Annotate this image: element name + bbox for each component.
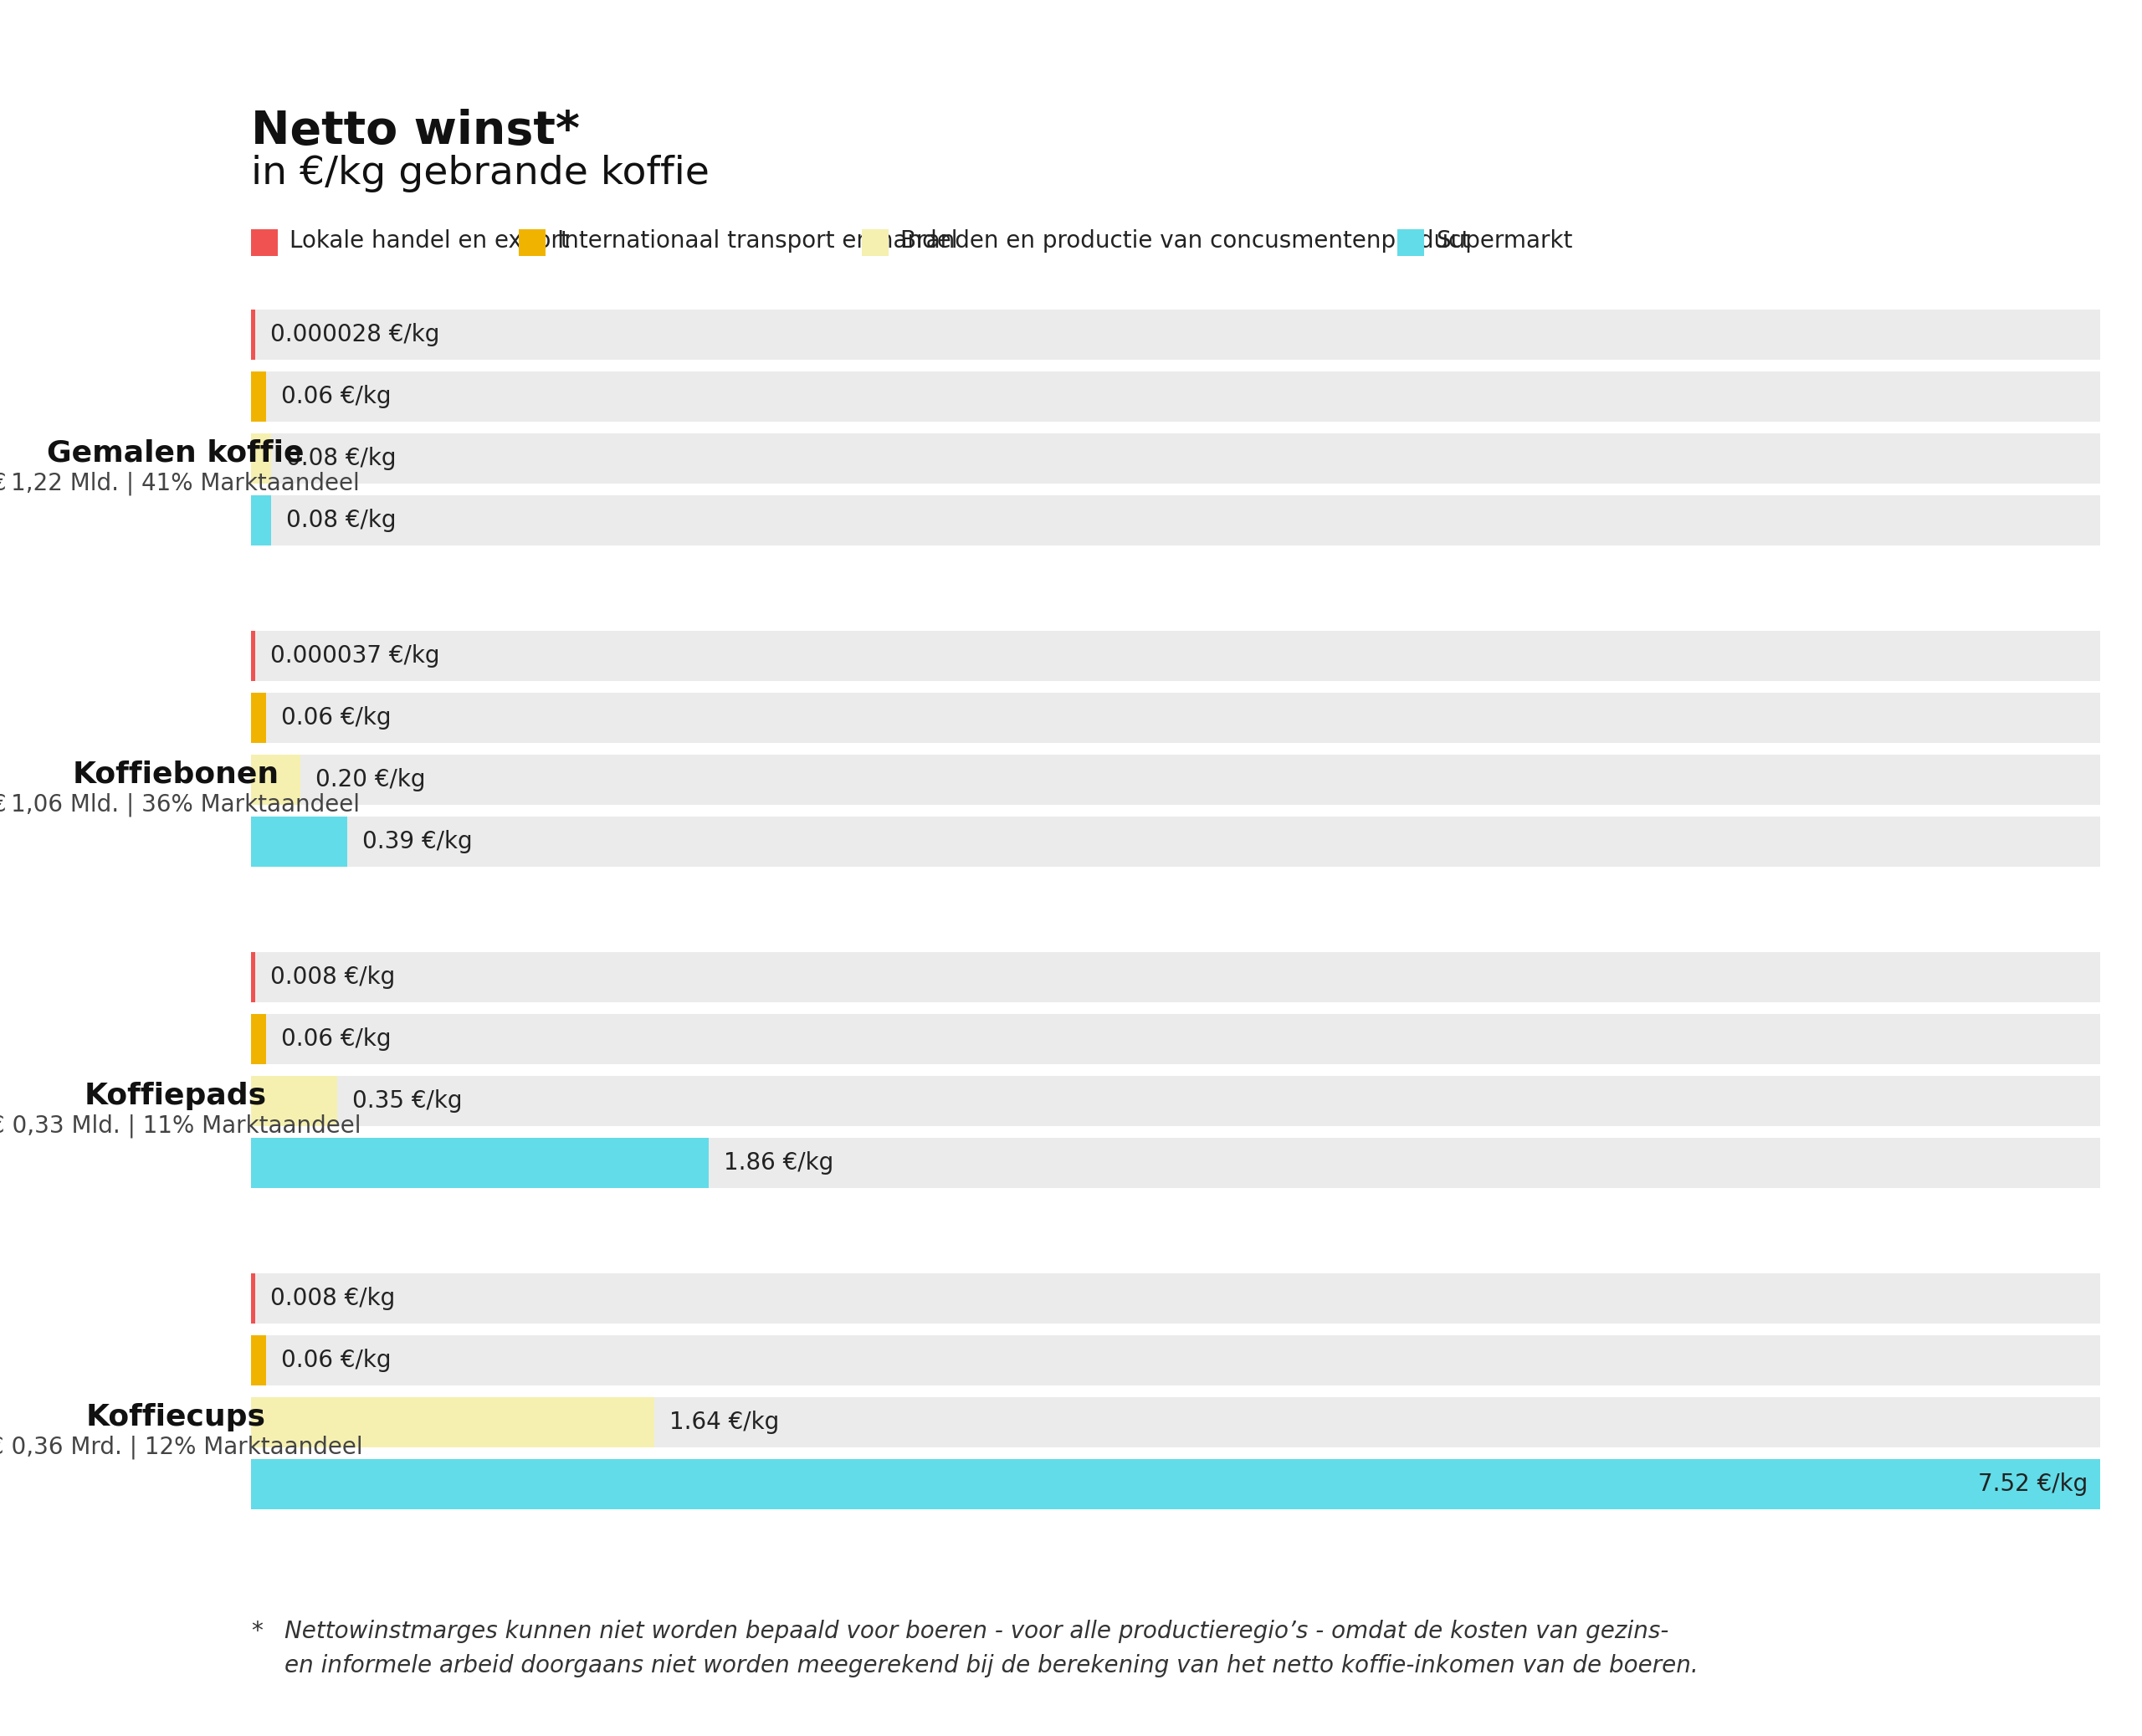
FancyBboxPatch shape [251,951,255,1002]
Text: 0.06 €/kg: 0.06 €/kg [281,1028,390,1050]
FancyBboxPatch shape [251,630,255,681]
FancyBboxPatch shape [251,1137,709,1187]
FancyBboxPatch shape [251,495,270,545]
Text: Internationaal transport en handel: Internationaal transport en handel [557,229,957,253]
FancyBboxPatch shape [251,755,2099,806]
FancyBboxPatch shape [251,693,2099,743]
FancyBboxPatch shape [251,755,300,806]
Text: 0.06 €/kg: 0.06 €/kg [281,707,390,729]
FancyBboxPatch shape [251,1397,653,1448]
FancyBboxPatch shape [251,372,266,422]
Text: Branden en productie van concusmentenproduct: Branden en productie van concusmentenpro… [900,229,1469,253]
Text: € 0,36 Mrd. | 12% Marktaandeel: € 0,36 Mrd. | 12% Marktaandeel [0,1436,362,1460]
Text: € 0,33 Mld. | 11% Marktaandeel: € 0,33 Mld. | 11% Marktaandeel [0,1115,362,1139]
FancyBboxPatch shape [251,309,255,359]
Text: 0.08 €/kg: 0.08 €/kg [285,509,396,533]
Text: Nettowinstmarges kunnen niet worden bepaald voor boeren - voor alle productiereg: Nettowinstmarges kunnen niet worden bepa… [285,1620,1699,1677]
Text: 0.35 €/kg: 0.35 €/kg [351,1088,463,1113]
Text: € 1,06 Mld. | 36% Marktaandeel: € 1,06 Mld. | 36% Marktaandeel [0,793,360,816]
Text: Koffiecups: Koffiecups [86,1403,266,1432]
FancyBboxPatch shape [251,1458,2099,1509]
FancyBboxPatch shape [251,816,347,866]
FancyBboxPatch shape [251,693,266,743]
Text: Koffiebonen: Koffiebonen [73,760,278,788]
Text: Netto winst*: Netto winst* [251,109,580,155]
Text: 1.86 €/kg: 1.86 €/kg [724,1151,833,1175]
FancyBboxPatch shape [251,495,2099,545]
FancyBboxPatch shape [251,434,270,484]
FancyBboxPatch shape [251,1076,336,1127]
Text: Gemalen koffie: Gemalen koffie [47,439,304,467]
Text: 0.008 €/kg: 0.008 €/kg [270,1286,394,1311]
FancyBboxPatch shape [251,372,2099,422]
Text: 1.64 €/kg: 1.64 €/kg [668,1411,780,1434]
FancyBboxPatch shape [251,1014,266,1064]
Text: in €/kg gebrande koffie: in €/kg gebrande koffie [251,155,709,193]
Text: 0.06 €/kg: 0.06 €/kg [281,1349,390,1371]
FancyBboxPatch shape [861,229,889,255]
FancyBboxPatch shape [251,1014,2099,1064]
Text: 0.20 €/kg: 0.20 €/kg [315,767,426,792]
Text: 7.52 €/kg: 7.52 €/kg [1977,1472,2088,1496]
FancyBboxPatch shape [251,816,2099,866]
FancyBboxPatch shape [251,630,2099,681]
Text: 0.08 €/kg: 0.08 €/kg [285,446,396,470]
Text: 0.000028 €/kg: 0.000028 €/kg [270,323,439,347]
FancyBboxPatch shape [251,951,2099,1002]
Text: Supermarkt: Supermarkt [1435,229,1572,253]
FancyBboxPatch shape [251,1272,255,1323]
Text: Lokale handel en export: Lokale handel en export [289,229,570,253]
FancyBboxPatch shape [251,1137,2099,1187]
FancyBboxPatch shape [518,229,546,255]
FancyBboxPatch shape [251,1076,2099,1127]
FancyBboxPatch shape [251,1397,2099,1448]
Text: 0.06 €/kg: 0.06 €/kg [281,385,390,408]
FancyBboxPatch shape [251,1272,2099,1323]
Text: 0.008 €/kg: 0.008 €/kg [270,965,394,990]
FancyBboxPatch shape [1397,229,1424,255]
Text: € 1,22 Mld. | 41% Marktaandeel: € 1,22 Mld. | 41% Marktaandeel [0,472,360,495]
FancyBboxPatch shape [251,1458,2099,1509]
FancyBboxPatch shape [251,229,278,255]
FancyBboxPatch shape [251,434,2099,484]
Text: *: * [251,1620,263,1644]
Text: Koffiepads: Koffiepads [84,1082,268,1111]
Text: 0.000037 €/kg: 0.000037 €/kg [270,644,439,668]
Text: 0.39 €/kg: 0.39 €/kg [362,830,471,854]
FancyBboxPatch shape [251,1335,266,1385]
FancyBboxPatch shape [251,1335,2099,1385]
FancyBboxPatch shape [251,309,2099,359]
